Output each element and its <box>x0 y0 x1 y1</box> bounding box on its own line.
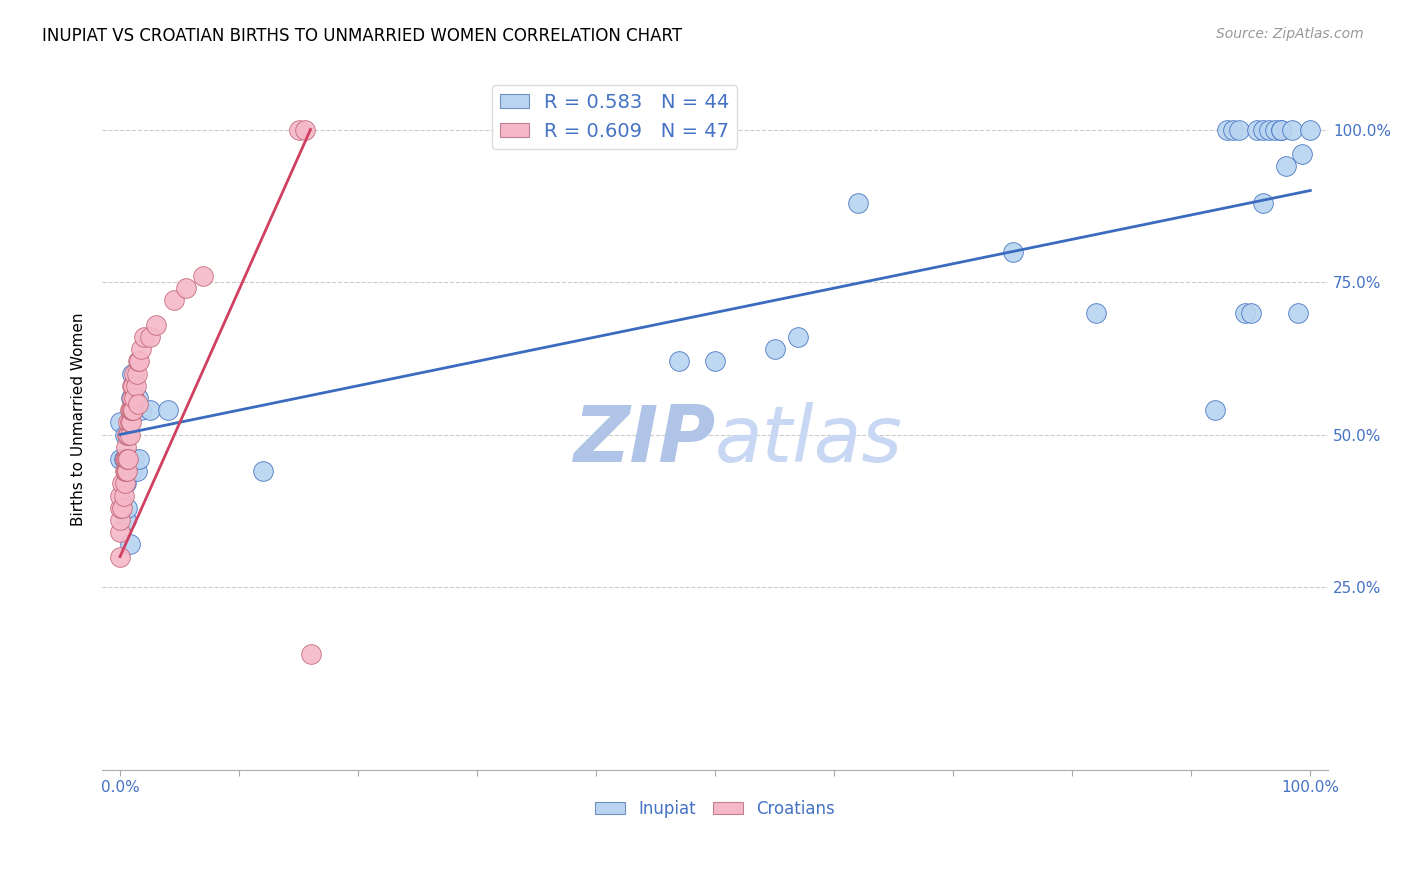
Point <box>1270 122 1292 136</box>
Point <box>108 513 131 527</box>
Point <box>128 451 150 466</box>
Point <box>127 354 149 368</box>
Legend: Inupiat, Croatians: Inupiat, Croatians <box>589 794 842 825</box>
Point <box>162 293 184 308</box>
Point <box>132 330 155 344</box>
Point <box>124 451 146 466</box>
Point <box>111 476 134 491</box>
Point <box>121 367 143 381</box>
Point <box>127 391 149 405</box>
Text: atlas: atlas <box>716 402 903 478</box>
Point <box>124 367 146 381</box>
Point <box>114 464 136 478</box>
Point <box>115 451 138 466</box>
Point <box>122 378 145 392</box>
Point <box>124 378 146 392</box>
Point <box>1299 122 1322 136</box>
Point <box>174 281 197 295</box>
Point <box>156 403 179 417</box>
Point <box>1281 122 1303 136</box>
Point <box>1233 305 1256 319</box>
Point <box>115 451 138 466</box>
Point <box>1204 403 1226 417</box>
Point <box>108 415 131 429</box>
Point <box>125 367 148 381</box>
Point <box>1251 122 1274 136</box>
Text: Source: ZipAtlas.com: Source: ZipAtlas.com <box>1216 27 1364 41</box>
Point <box>115 500 138 515</box>
Point <box>1222 122 1244 136</box>
Point <box>1291 147 1313 161</box>
Point <box>704 354 727 368</box>
Point <box>108 525 131 540</box>
Point <box>763 342 786 356</box>
Point <box>1251 195 1274 210</box>
Point <box>1227 122 1250 136</box>
Point <box>252 464 274 478</box>
Point <box>121 403 143 417</box>
Point <box>1275 159 1298 173</box>
Point <box>115 464 138 478</box>
Point <box>1286 305 1309 319</box>
Point <box>139 330 162 344</box>
Point <box>287 122 309 136</box>
Point <box>121 378 143 392</box>
Point <box>1246 122 1268 136</box>
Point <box>108 451 131 466</box>
Point <box>114 476 136 491</box>
Point <box>108 549 131 564</box>
Point <box>127 397 149 411</box>
Point <box>118 415 141 429</box>
Point <box>124 391 146 405</box>
Point <box>112 451 135 466</box>
Point <box>118 403 141 417</box>
Point <box>1085 305 1108 319</box>
Point <box>121 464 143 478</box>
Y-axis label: Births to Unmarried Women: Births to Unmarried Women <box>72 312 86 526</box>
Point <box>115 427 138 442</box>
Point <box>118 427 141 442</box>
Text: ZIP: ZIP <box>572 402 716 478</box>
Point <box>114 451 136 466</box>
Point <box>128 354 150 368</box>
Point <box>115 440 138 454</box>
Point <box>120 391 142 405</box>
Text: INUPIAT VS CROATIAN BIRTHS TO UNMARRIED WOMEN CORRELATION CHART: INUPIAT VS CROATIAN BIRTHS TO UNMARRIED … <box>42 27 682 45</box>
Point <box>1240 305 1263 319</box>
Point <box>1257 122 1279 136</box>
Point <box>139 403 162 417</box>
Point <box>145 318 167 332</box>
Point <box>108 500 131 515</box>
Point <box>117 415 139 429</box>
Point <box>193 268 215 283</box>
Point <box>787 330 810 344</box>
Point <box>114 427 136 442</box>
Point <box>108 489 131 503</box>
Point <box>299 647 322 661</box>
Point <box>117 451 139 466</box>
Point <box>668 354 690 368</box>
Point <box>1270 122 1292 136</box>
Point <box>131 403 153 417</box>
Point <box>1216 122 1239 136</box>
Point <box>1001 244 1024 259</box>
Point <box>121 391 143 405</box>
Point <box>122 403 145 417</box>
Point <box>120 403 142 417</box>
Point <box>111 500 134 515</box>
Point <box>117 427 139 442</box>
Point <box>1264 122 1286 136</box>
Point <box>115 513 138 527</box>
Point <box>112 489 135 503</box>
Point <box>125 464 148 478</box>
Point <box>115 476 138 491</box>
Point <box>131 342 153 356</box>
Point <box>115 464 138 478</box>
Point <box>120 415 142 429</box>
Point <box>118 537 141 551</box>
Point <box>846 195 869 210</box>
Point <box>294 122 316 136</box>
